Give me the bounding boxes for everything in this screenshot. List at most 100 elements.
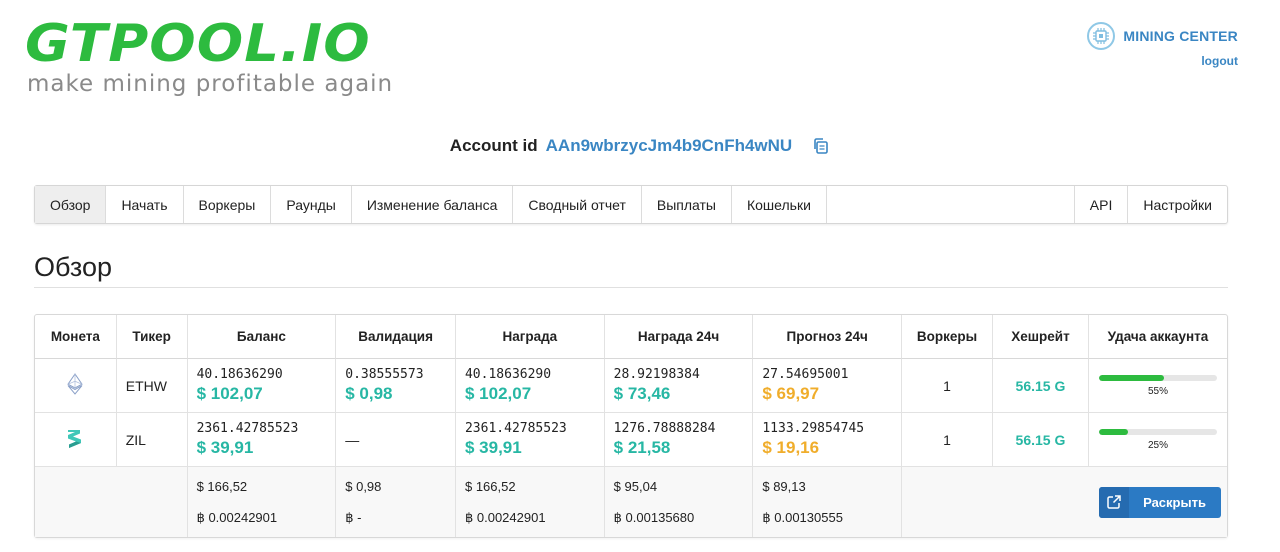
tab-payouts[interactable]: Выплаты [642, 186, 732, 223]
table-row[interactable]: ETHW 40.18636290 $ 102,07 0.38555573 $ 0… [35, 359, 1227, 413]
balance-cell: 40.18636290 $ 102,07 [187, 359, 337, 413]
mining-center-icon [1087, 22, 1116, 50]
validation-usd: $ 0,98 [345, 383, 393, 403]
mining-center-label: MINING CENTER [1123, 28, 1238, 44]
totals-reward-usd: $ 166,52 [464, 479, 516, 494]
ticker-cell: ZIL [116, 413, 188, 467]
logo-tagline: make mining profitable again [27, 71, 394, 97]
totals-empty-cell [35, 467, 188, 537]
balance-value: 2361.42785523 [196, 420, 299, 436]
reward-24h-usd: $ 73,46 [613, 383, 671, 403]
ticker-cell: ETHW [116, 359, 188, 413]
logout-link[interactable]: logout [1201, 54, 1238, 68]
coin-cell [35, 413, 117, 467]
col-header-workers: Воркеры [902, 315, 993, 359]
totals-reward-24h-usd: $ 95,04 [613, 479, 658, 494]
totals-balance-usd: $ 166,52 [196, 479, 248, 494]
account-id[interactable]: AAn9wbrzycJm4b9CnFh4wNU [545, 136, 793, 155]
copy-icon[interactable] [812, 137, 830, 155]
logo[interactable]: GTPOOL.IO make mining profitable again [25, 18, 405, 98]
reward-cell: 2361.42785523 $ 39,91 [455, 413, 605, 467]
forecast-24h-cell: 1133.29854745 $ 19,16 [753, 413, 903, 467]
col-header-reward-24h: Награда 24ч [604, 315, 754, 359]
workers-cell: 1 [902, 359, 993, 413]
expand-button-label: Раскрыть [1143, 494, 1206, 510]
reward-usd: $ 102,07 [464, 383, 532, 403]
col-header-coin: Монета [35, 315, 117, 359]
validation-cell: 0.38555573 $ 0,98 [336, 359, 456, 413]
col-header-balance: Баланс [187, 315, 337, 359]
reward-24h-value: 28.92198384 [613, 366, 700, 382]
reward-24h-cell: 1276.78888284 $ 21,58 [604, 413, 754, 467]
luck-percent: 25% [1147, 439, 1168, 451]
section-divider [34, 287, 1228, 288]
luck-progress-fill [1098, 428, 1129, 435]
col-header-validation: Валидация [336, 315, 456, 359]
totals-forecast-24h-usd: $ 89,13 [762, 479, 806, 494]
totals-reward-24h: $ 95,04 ฿ 0.00135680 [604, 467, 754, 537]
reward-value: 2361.42785523 [464, 420, 567, 436]
reward-24h-cell: 28.92198384 $ 73,46 [604, 359, 754, 413]
reward-value: 40.18636290 [464, 366, 552, 382]
tab-rounds[interactable]: Раунды [271, 186, 352, 223]
totals-row: $ 166,52 ฿ 0.00242901 $ 0,98 ฿ - $ 166,5… [35, 467, 1227, 537]
luck-cell: 55% [1088, 359, 1227, 413]
tab-overview[interactable]: Обзор [35, 186, 107, 223]
mining-center-link[interactable]: MINING CENTER [1087, 22, 1238, 50]
logo-text: GTPOOL.IO [25, 14, 371, 74]
tab-balance-changes[interactable]: Изменение баланса [352, 186, 514, 223]
col-header-hashrate: Хешрейт [993, 315, 1089, 359]
zil-icon [68, 430, 82, 448]
validation-value: — [345, 431, 360, 448]
luck-progress-bar [1098, 428, 1217, 435]
tab-start[interactable]: Начать [106, 186, 184, 223]
reward-24h-usd: $ 21,58 [613, 437, 671, 457]
balance-usd: $ 39,91 [196, 437, 254, 457]
account-bar: Account id AAn9wbrzycJm4b9CnFh4wNU [0, 136, 1280, 156]
balance-value: 40.18636290 [196, 366, 283, 382]
balance-usd: $ 102,07 [196, 383, 263, 403]
totals-reward-24h-btc: ฿ 0.00135680 [613, 510, 695, 525]
luck-percent: 55% [1147, 385, 1168, 397]
totals-balance: $ 166,52 ฿ 0.00242901 [187, 467, 337, 537]
forecast-24h-cell: 27.54695001 $ 69,97 [753, 359, 903, 413]
validation-value: 0.38555573 [345, 366, 424, 382]
col-header-reward: Награда [455, 315, 605, 359]
tab-settings[interactable]: Настройки [1143, 196, 1212, 213]
reward-cell: 40.18636290 $ 102,07 [455, 359, 605, 413]
tab-summary-report[interactable]: Сводный отчет [513, 186, 642, 223]
external-link-icon [1098, 486, 1129, 518]
tabs-spacer [827, 186, 1075, 223]
account-label: Account id [449, 136, 538, 155]
table-row[interactable]: ZIL 2361.42785523 $ 39,91 — 2361.4278552… [35, 413, 1227, 467]
reward-usd: $ 39,91 [464, 437, 522, 457]
tab-wallets[interactable]: Кошельки [732, 186, 827, 223]
forecast-24h-value: 1133.29854745 [762, 420, 865, 436]
expand-button[interactable]: Раскрыть [1098, 486, 1221, 518]
totals-validation: $ 0,98 ฿ - [336, 467, 456, 537]
luck-progress-fill [1098, 374, 1164, 381]
nav-tabs: Обзор Начать Воркеры Раунды Изменение ба… [34, 185, 1228, 224]
totals-forecast-24h-btc: ฿ 0.00130555 [762, 510, 843, 525]
workers-cell: 1 [902, 413, 993, 467]
page-title: Обзор [34, 252, 112, 282]
forecast-24h-usd: $ 19,16 [762, 437, 820, 457]
col-header-account-luck: Удача аккаунта [1088, 315, 1227, 359]
totals-validation-usd: $ 0,98 [345, 479, 382, 494]
totals-reward: $ 166,52 ฿ 0.00242901 [455, 467, 605, 537]
totals-forecast-24h: $ 89,13 ฿ 0.00130555 [753, 467, 903, 537]
tab-api[interactable]: API [1075, 186, 1129, 223]
coin-cell [35, 359, 117, 413]
overview-table: Монета Тикер Баланс Валидация Награда На… [34, 314, 1228, 538]
tab-workers[interactable]: Воркеры [184, 186, 272, 223]
totals-balance-btc: ฿ 0.00242901 [196, 510, 278, 525]
forecast-24h-value: 27.54695001 [762, 366, 849, 382]
col-header-forecast-24h: Прогноз 24ч [753, 315, 903, 359]
col-header-ticker: Тикер [116, 315, 188, 359]
validation-cell: — [336, 413, 456, 467]
totals-action-cell: Раскрыть [902, 467, 1227, 537]
hashrate-cell: 56.15 G [993, 359, 1089, 413]
luck-progress-bar [1098, 374, 1217, 381]
forecast-24h-usd: $ 69,97 [762, 383, 820, 403]
ethw-icon [67, 373, 84, 395]
